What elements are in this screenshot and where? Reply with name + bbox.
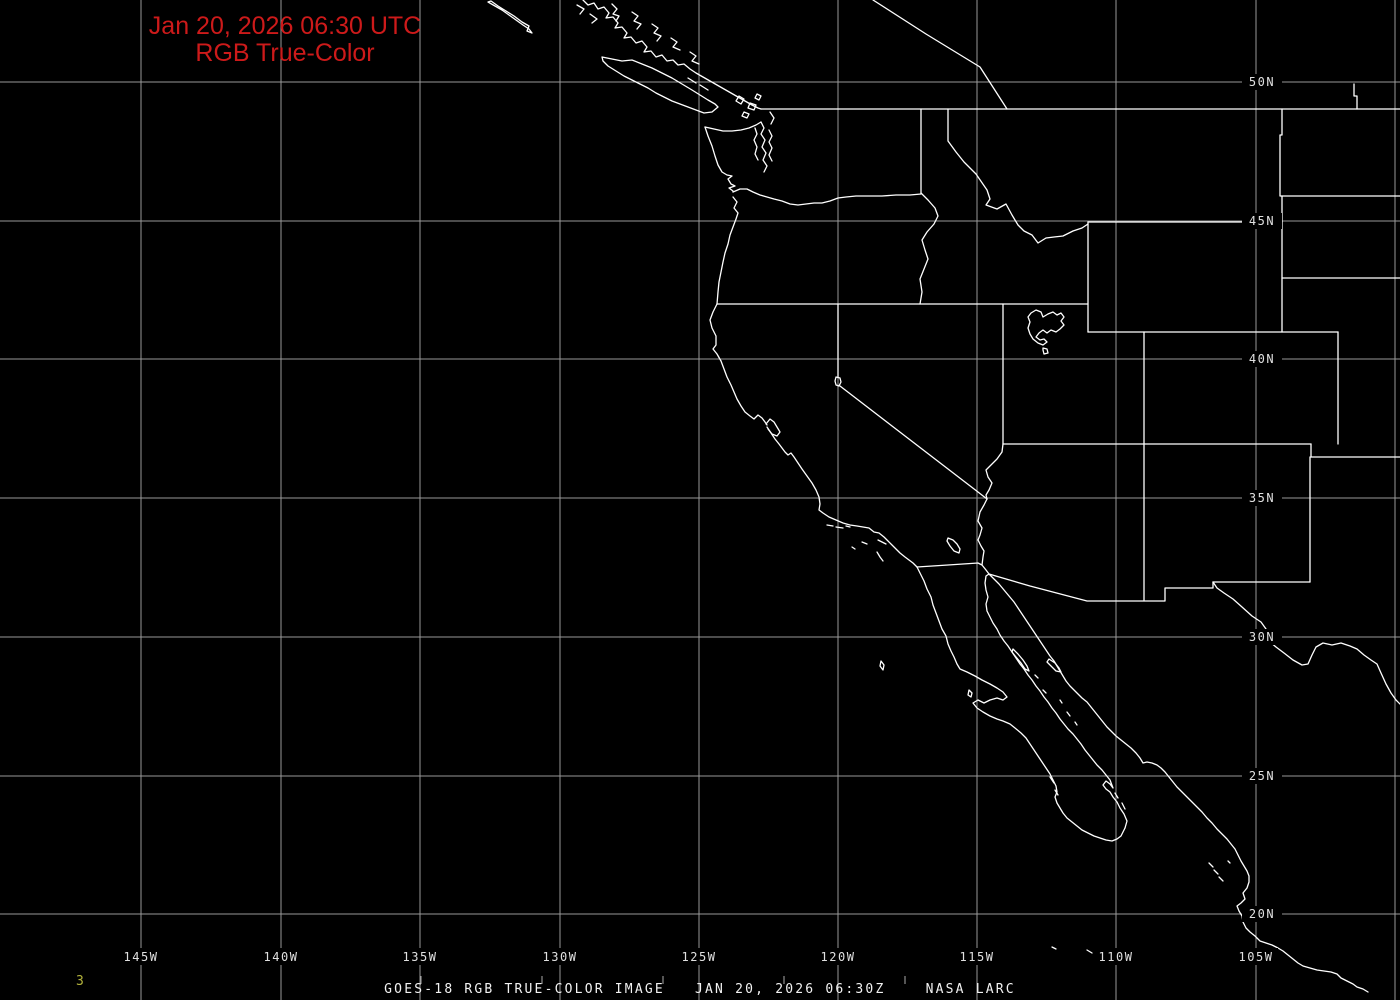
border-id-mt — [947, 108, 1089, 244]
latitude-label-bg — [1242, 906, 1282, 922]
border-ca-nv-diagonal — [839, 385, 988, 500]
title-product: RGB True-Color — [195, 39, 375, 67]
latitude-label: 30N — [1249, 630, 1275, 644]
latitude-label: 40N — [1249, 352, 1275, 366]
longitude-label-bg — [816, 948, 860, 965]
latitude-label: 35N — [1249, 491, 1275, 505]
coastline-california-south — [766, 426, 918, 568]
longitude-label: 130W — [543, 950, 578, 964]
border-bc-alberta — [872, 0, 1008, 110]
coastline-juan-de-fuca — [704, 121, 762, 132]
coastline-bc-mainland — [582, 0, 762, 110]
coastline-baja-pacific — [916, 566, 1126, 842]
longitude-label: 140W — [264, 950, 299, 964]
caption-bar: GOES-18 RGB TRUE-COLOR IMAGE JAN 20, 202… — [384, 982, 1016, 997]
title-timestamp: Jan 20, 2026 06:30 UTC — [148, 12, 422, 40]
border-ca-az-colorado-river — [977, 498, 988, 566]
latitude-label: 20N — [1249, 907, 1275, 921]
image-title: Jan 20, 2026 06:30 UTC RGB True-Color — [110, 13, 460, 67]
coastline-haida-gwaii — [487, 0, 533, 34]
longitude-label-bg — [259, 948, 303, 965]
longitude-label-bg — [119, 948, 163, 965]
coastline-vancouver-island — [601, 56, 719, 114]
longitude-label-bg — [1094, 948, 1138, 965]
great-salt-lake — [1027, 309, 1065, 346]
utah-lake — [1042, 347, 1049, 355]
border-us-mexico-west — [916, 562, 1214, 602]
channel-islands — [826, 524, 887, 562]
isla-tiburon — [1046, 658, 1062, 673]
longitude-label-bg — [1234, 948, 1278, 965]
grid-labels: 145W 140W 135W 130W 125W 120W 115W 110W 105W 50N 4… — [119, 74, 1282, 965]
longitude-label: 110W — [1099, 950, 1134, 964]
latitude-label-bg — [1242, 351, 1282, 367]
caption-ticks — [420, 976, 906, 984]
border-sk-mb — [1353, 83, 1358, 110]
longitude-label-bg — [955, 948, 999, 965]
lake-tahoe — [834, 376, 842, 387]
map-overlay — [487, 0, 1400, 993]
coastline-california-north — [709, 303, 768, 426]
longitude-label-bg — [677, 948, 721, 965]
san-francisco-bay — [765, 418, 781, 437]
isla-angel-de-la-guarda — [1011, 648, 1030, 672]
longitude-label: 145W — [124, 950, 159, 964]
coastline-baja-gulf — [984, 573, 1128, 829]
gulf-islands-strait — [687, 77, 775, 125]
latitude-label-bg — [1242, 213, 1282, 229]
latitude-label: 25N — [1249, 769, 1275, 783]
salton-sea — [946, 537, 961, 554]
puget-sound — [753, 121, 773, 173]
border-nv-az-colorado-river — [985, 443, 1004, 500]
border-or-id-snake — [919, 192, 939, 305]
bc-fjord-detail — [576, 3, 700, 65]
latitude-label-bg — [1242, 768, 1282, 784]
coastline-wa-outer — [704, 126, 736, 193]
san-juan-islands — [735, 93, 762, 119]
border-wa-or-columbia-river — [732, 188, 922, 206]
latitude-label-bg — [1242, 629, 1282, 645]
latitude-label: 50N — [1249, 75, 1275, 89]
isla-cedros — [967, 689, 973, 698]
islas-marias — [1208, 860, 1231, 882]
coastline-oregon — [716, 196, 739, 305]
longitude-label: 135W — [403, 950, 438, 964]
gulf-small-islands — [1034, 674, 1126, 810]
latitude-label: 45N — [1249, 214, 1275, 228]
longitude-label: 115W — [960, 950, 995, 964]
longitude-label: 120W — [821, 950, 856, 964]
longitude-label-bg — [538, 948, 582, 965]
isla-guadalupe — [879, 660, 885, 671]
longitude-label: 125W — [682, 950, 717, 964]
latitude-label-bg — [1242, 74, 1282, 90]
frame-number: 3 — [76, 974, 84, 989]
longitude-label: 105W — [1239, 950, 1274, 964]
islas-revillagigedo — [1051, 946, 1093, 954]
latitude-label-bg — [1242, 490, 1282, 506]
longitude-label-bg — [398, 948, 442, 965]
rio-grande — [1212, 581, 1400, 705]
